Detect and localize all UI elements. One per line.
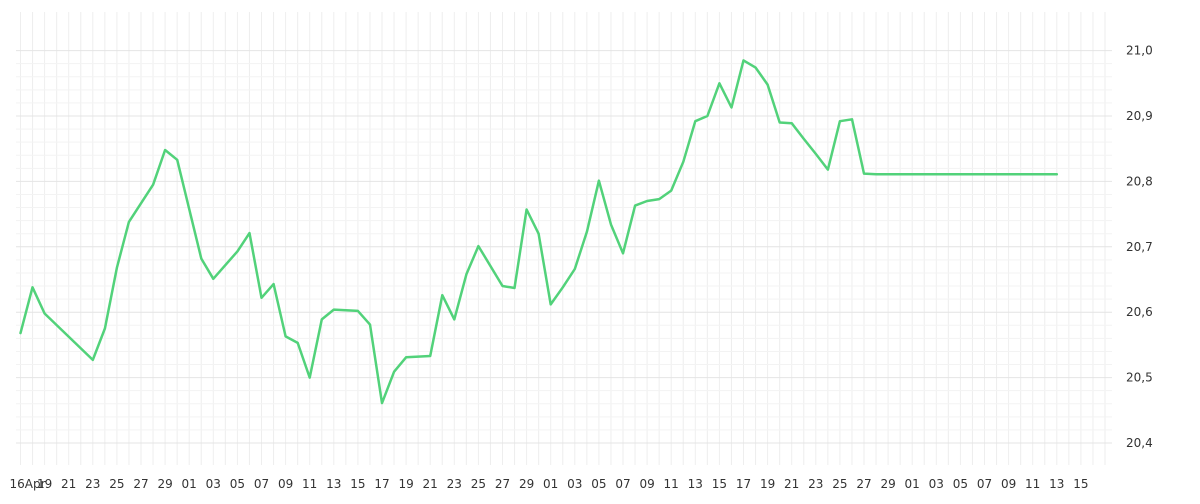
y-tick-label: 20,5 — [1126, 371, 1153, 385]
x-tick-label: 25 — [109, 477, 124, 491]
x-tick-label: 29 — [880, 477, 895, 491]
x-tick-label: 27 — [133, 477, 148, 491]
x-tick-label: 05 — [591, 477, 606, 491]
x-tick-label: 09 — [639, 477, 654, 491]
x-tick-label: 19 — [37, 477, 52, 491]
x-tick-label: 09 — [278, 477, 293, 491]
x-tick-label: 03 — [206, 477, 221, 491]
x-tick-label: 29 — [519, 477, 534, 491]
x-tick-label: 01 — [905, 477, 920, 491]
y-tick-label: 21,0 — [1126, 44, 1153, 58]
x-tick-label: 19 — [398, 477, 413, 491]
x-tick-label: 11 — [302, 477, 317, 491]
y-tick-label: 20,6 — [1126, 305, 1153, 319]
x-tick-label: 15 — [1073, 477, 1088, 491]
x-tick-label: 17 — [374, 477, 389, 491]
x-tick-label: 21 — [784, 477, 799, 491]
series-line — [19, 59, 1059, 405]
x-tick-label: 16Apr — [10, 477, 46, 491]
x-tick-label: 07 — [977, 477, 992, 491]
x-tick-label: 23 — [447, 477, 462, 491]
x-tick-label: 23 — [85, 477, 100, 491]
x-tick-label: 21 — [61, 477, 76, 491]
x-tick-label: 21 — [423, 477, 438, 491]
x-tick-label: 03 — [929, 477, 944, 491]
x-tick-label: 19 — [760, 477, 775, 491]
x-tick-label: 11 — [1025, 477, 1040, 491]
x-tick-label: 15 — [712, 477, 727, 491]
x-tick-label: 11 — [664, 477, 679, 491]
y-tick-label: 20,9 — [1126, 109, 1153, 123]
x-tick-label: 07 — [615, 477, 630, 491]
y-tick-label: 20,7 — [1126, 240, 1153, 254]
series-layer — [19, 59, 1059, 405]
x-tick-label: 01 — [543, 477, 558, 491]
x-tick-label: 25 — [471, 477, 486, 491]
x-tick-label: 13 — [1049, 477, 1064, 491]
x-tick-label: 05 — [230, 477, 245, 491]
x-tick-label: 01 — [182, 477, 197, 491]
y-axis: 20,4 20,5 20,6 20,7 20,8 20,9 21,0 — [1126, 44, 1153, 450]
grid-layer — [16, 12, 1112, 465]
y-tick-label: 20,4 — [1126, 436, 1153, 450]
x-tick-label: 27 — [495, 477, 510, 491]
x-tick-label: 13 — [688, 477, 703, 491]
x-tick-label: 17 — [736, 477, 751, 491]
y-tick-label: 20,8 — [1126, 174, 1153, 188]
x-tick-label: 03 — [567, 477, 582, 491]
x-tick-label: 07 — [254, 477, 269, 491]
x-tick-label: 27 — [856, 477, 871, 491]
x-tick-label: 29 — [157, 477, 172, 491]
x-tick-label: 23 — [808, 477, 823, 491]
x-tick-label: 13 — [326, 477, 341, 491]
x-tick-label: 05 — [953, 477, 968, 491]
x-tick-label: 09 — [1001, 477, 1016, 491]
x-tick-label: 15 — [350, 477, 365, 491]
x-tick-label: 25 — [832, 477, 847, 491]
